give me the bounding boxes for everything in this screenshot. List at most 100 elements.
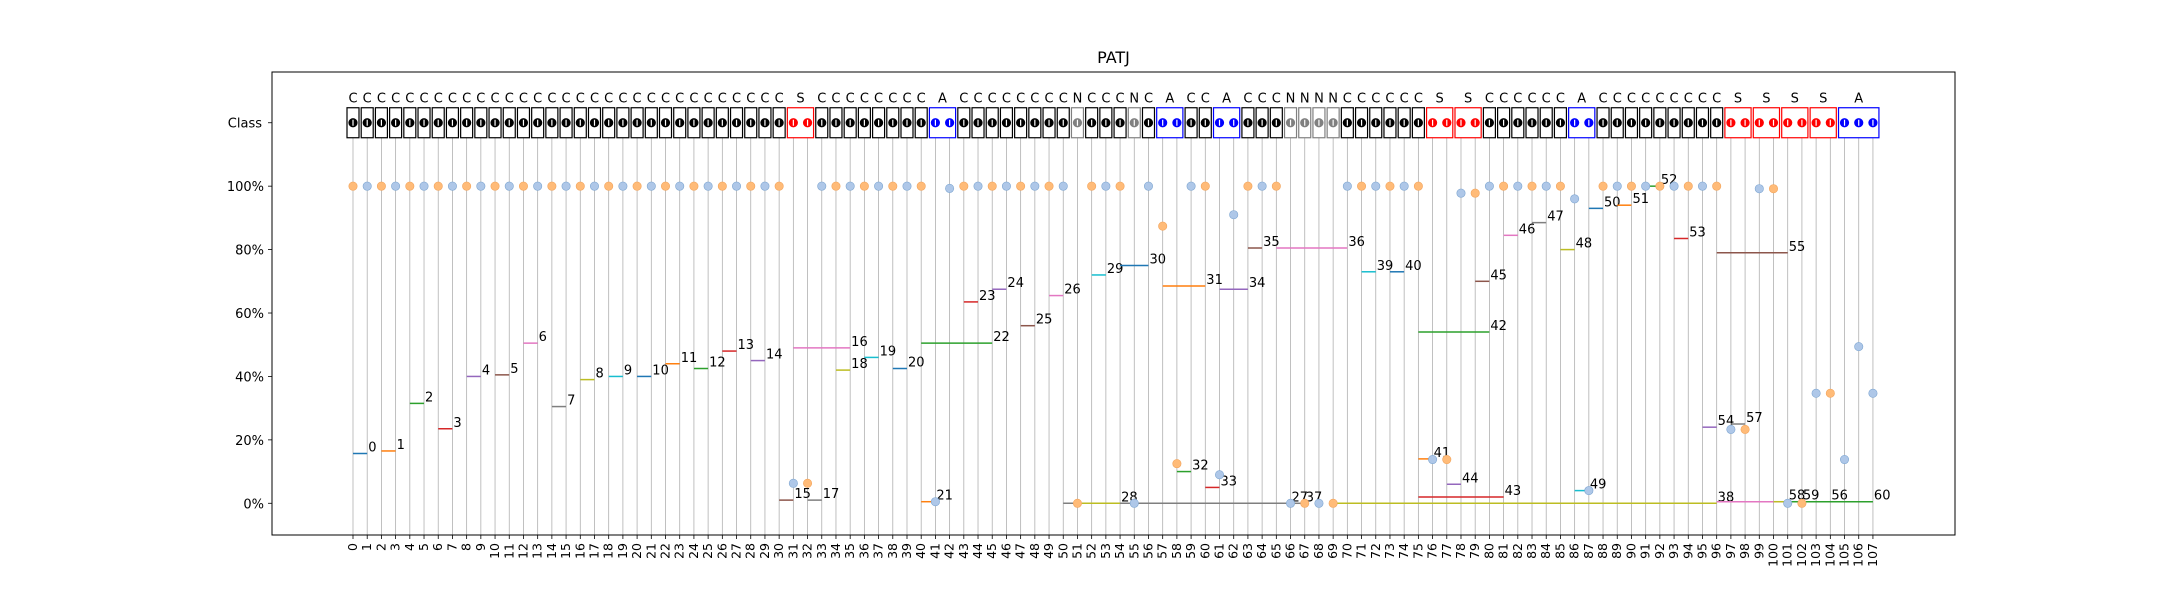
- class-label: C: [988, 92, 997, 107]
- class-label: C: [1101, 92, 1110, 107]
- x-tick-label: 4: [402, 543, 417, 551]
- x-tick-label: 89: [1609, 543, 1624, 559]
- x-tick-label: 12: [515, 543, 530, 559]
- data-point: [1371, 181, 1381, 191]
- data-point: [760, 181, 770, 191]
- data-point: [518, 181, 528, 191]
- segment-label: 0: [368, 440, 376, 455]
- data-point: [987, 181, 997, 191]
- data-point: [831, 181, 841, 191]
- segment-label: 35: [1263, 235, 1280, 250]
- x-tick-label: 55: [1126, 543, 1141, 559]
- data-point: [1712, 181, 1722, 191]
- data-point: [1470, 188, 1480, 198]
- data-point: [1399, 181, 1409, 191]
- class-label: C: [675, 92, 684, 107]
- class-label: C: [405, 92, 414, 107]
- data-point: [1484, 181, 1494, 191]
- segment-label: 33: [1221, 474, 1238, 489]
- segment-label: 50: [1604, 195, 1621, 210]
- x-tick-label: 35: [842, 543, 857, 559]
- x-tick-label: 81: [1496, 543, 1511, 559]
- data-point: [1726, 424, 1736, 434]
- x-tick-label: 34: [828, 543, 843, 559]
- x-tick-label: 38: [885, 543, 900, 559]
- x-tick-label: 43: [956, 543, 971, 559]
- x-tick-label: 72: [1368, 543, 1383, 559]
- class-label: S: [1791, 92, 1799, 107]
- x-tick-label: 32: [800, 543, 815, 559]
- x-tick-label: 10: [487, 543, 502, 559]
- x-tick-label: 60: [1197, 543, 1212, 559]
- segment-label: 15: [794, 487, 811, 502]
- segment-label: 9: [624, 363, 632, 378]
- segment-label: 11: [681, 351, 698, 366]
- class-label: C: [1400, 92, 1409, 107]
- class-label: A: [1854, 92, 1863, 107]
- data-point: [1314, 498, 1324, 508]
- data-point: [604, 181, 614, 191]
- x-tick-label: 91: [1638, 543, 1653, 559]
- axes: 0 1 2 3 4 5 6 7 8 9 10 11 12 13 14 15 16 17 18 19 20 21 22 23 24…: [227, 122, 1880, 567]
- class-label: C: [1258, 92, 1267, 107]
- data-point: [391, 181, 401, 191]
- data-point: [1030, 181, 1040, 191]
- segment-label: 29: [1107, 262, 1124, 277]
- x-tick-label: 100: [1766, 543, 1781, 567]
- data-point: [817, 181, 827, 191]
- data-point: [1385, 181, 1395, 191]
- class-label: N: [1073, 92, 1083, 107]
- class-label: C: [1371, 92, 1380, 107]
- data-point: [1769, 184, 1779, 194]
- x-tick-label: 39: [899, 543, 914, 559]
- class-label: C: [348, 92, 357, 107]
- class-label: N: [1314, 92, 1324, 107]
- data-point: [916, 181, 926, 191]
- class-label: C: [775, 92, 784, 107]
- segment-label: 59: [1803, 489, 1820, 504]
- class-label: C: [689, 92, 698, 107]
- data-point: [1683, 181, 1693, 191]
- x-tick-label: 2: [373, 543, 388, 551]
- class-label: C: [1187, 92, 1196, 107]
- class-label: C: [1087, 92, 1096, 107]
- data-point: [1158, 221, 1168, 231]
- data-point: [490, 181, 500, 191]
- x-tick-label: 58: [1169, 543, 1184, 559]
- class-label: C: [547, 92, 556, 107]
- data-point: [376, 181, 386, 191]
- x-tick-label: 78: [1453, 543, 1468, 559]
- x-tick-label: 19: [615, 543, 630, 559]
- class-label: C: [462, 92, 471, 107]
- class-label: C: [647, 92, 656, 107]
- data-point: [618, 181, 628, 191]
- segment-label: 43: [1505, 484, 1522, 499]
- class-label: C: [448, 92, 457, 107]
- data-point: [1555, 181, 1565, 191]
- segment-label: 47: [1547, 210, 1564, 225]
- data-point: [362, 181, 372, 191]
- class-label: N: [1328, 92, 1338, 107]
- x-tick-label: 59: [1183, 543, 1198, 559]
- segment-label: 18: [851, 357, 868, 372]
- class-label: C: [505, 92, 514, 107]
- segment-label: 55: [1789, 240, 1806, 255]
- x-tick-label: 57: [1155, 543, 1170, 559]
- segment-label: 32: [1192, 459, 1209, 474]
- data-point: [1570, 194, 1580, 204]
- class-label: C: [1627, 92, 1636, 107]
- data-point: [1257, 181, 1267, 191]
- x-tick-label: 88: [1595, 543, 1610, 559]
- class-label: C: [1059, 92, 1068, 107]
- x-tick-label: 16: [572, 543, 587, 559]
- x-tick-label: 73: [1382, 543, 1397, 559]
- data-point: [746, 181, 756, 191]
- data-point: [1697, 181, 1707, 191]
- x-tick-label: 21: [643, 543, 658, 559]
- y-tick-label: 40%: [235, 370, 264, 385]
- x-tick-label: 86: [1567, 543, 1582, 559]
- segment-label: 26: [1064, 283, 1081, 298]
- class-label: C: [1670, 92, 1679, 107]
